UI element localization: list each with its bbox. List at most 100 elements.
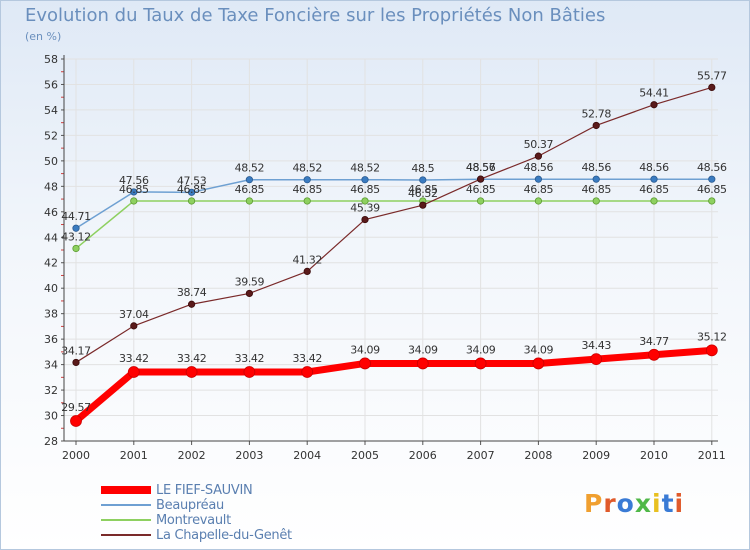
data-label: 39.59 [235, 275, 265, 288]
data-label: 48.52 [235, 162, 265, 175]
data-label: 34.09 [466, 343, 496, 356]
x-tick-label: 2006 [409, 449, 437, 462]
data-point [708, 175, 716, 183]
data-point [476, 175, 485, 183]
data-point [361, 176, 369, 184]
data-point [534, 175, 543, 183]
legend-item-le-fief-sauvin[interactable]: LE FIEF-SAUVIN [101, 483, 421, 498]
data-point [359, 357, 371, 370]
y-tick-label: 30 [44, 410, 58, 423]
data-point [416, 357, 429, 370]
logo-letter: P [584, 489, 604, 518]
logo-letter: x [634, 489, 652, 518]
data-point [590, 353, 603, 366]
data-point [188, 197, 196, 205]
logo-letter: r [603, 489, 617, 518]
y-unit-label: (en %) [25, 30, 62, 43]
data-point [245, 176, 253, 184]
data-label: 46.85 [292, 183, 322, 196]
data-label: 46.85 [581, 183, 611, 196]
series-line [75, 86, 713, 364]
data-label: 46.85 [408, 183, 438, 196]
data-label: 46.85 [119, 183, 149, 196]
data-label: 46.85 [350, 183, 380, 196]
data-label: 55.77 [697, 69, 727, 82]
chart-title: Evolution du Taux de Taxe Foncière sur l… [25, 5, 606, 26]
y-tick-label: 58 [44, 53, 58, 66]
y-tick-label: 50 [44, 155, 58, 168]
data-label: 46.85 [697, 183, 727, 196]
data-label: 34.77 [639, 335, 669, 348]
series-line [75, 200, 713, 250]
data-point [303, 267, 311, 275]
data-point [130, 322, 138, 330]
data-label: 44.71 [61, 210, 91, 223]
data-point [127, 366, 140, 378]
legend-swatch [101, 534, 151, 536]
x-tick-label: 2008 [524, 449, 552, 462]
data-point [592, 121, 600, 130]
data-label: 48.57 [466, 161, 496, 174]
data-label: 54.41 [639, 87, 669, 100]
data-point [301, 366, 314, 378]
data-point [708, 197, 716, 205]
data-label: 38.74 [177, 286, 207, 299]
data-point [243, 366, 256, 378]
data-label: 47.53 [177, 174, 207, 187]
legend-label: Beaupréau [156, 498, 224, 513]
data-point [534, 197, 543, 205]
data-label: 34.09 [524, 343, 554, 356]
data-point [592, 175, 600, 183]
logo-letter: i [652, 489, 662, 518]
data-point [705, 344, 718, 357]
data-point [419, 176, 427, 184]
legend: LE FIEF-SAUVIN Beaupréau Montrevault La … [101, 483, 421, 543]
data-point [303, 176, 311, 184]
legend-label: Montrevault [156, 513, 231, 528]
series-lines [70, 83, 718, 427]
data-point [245, 289, 253, 298]
y-tick-label: 28 [44, 435, 58, 448]
y-tick-label: 34 [44, 359, 58, 372]
data-labels: 29.57 33.42 33.42 33.42 33.42 34.09 34.09 34.09… [61, 69, 727, 414]
data-label: 48.56 [697, 161, 727, 174]
data-label: 33.42 [177, 352, 207, 365]
data-label: 33.42 [119, 352, 149, 365]
x-tick-label: 2009 [582, 449, 610, 462]
data-label: 29.57 [61, 401, 91, 414]
legend-item-montrevault[interactable]: Montrevault [101, 513, 421, 528]
data-label: 35.12 [697, 330, 727, 343]
x-tick-label: 2005 [351, 449, 379, 462]
data-point [650, 197, 658, 205]
y-tick-label: 54 [44, 104, 58, 117]
legend-item-beaupreau[interactable]: Beaupréau [101, 498, 421, 513]
x-tick-label: 2004 [293, 449, 321, 462]
x-tick-label: 2001 [120, 449, 148, 462]
data-label: 34.17 [61, 344, 91, 357]
data-label: 48.56 [581, 161, 611, 174]
y-tick-label: 36 [44, 333, 58, 346]
data-label: 47.56 [119, 174, 149, 187]
logo-letter: t [661, 489, 675, 518]
data-point [130, 188, 138, 196]
axes [61, 55, 718, 445]
data-label: 50.37 [524, 138, 554, 151]
data-point [72, 358, 80, 367]
y-tick-label: 56 [44, 78, 58, 91]
data-label: 37.04 [119, 308, 149, 321]
data-label: 52.78 [581, 107, 611, 120]
legend-swatch [101, 486, 151, 494]
series-line [72, 346, 716, 425]
legend-item-la-chapelle-du-genet[interactable]: La Chapelle-du-Genêt [101, 528, 421, 543]
y-tick-label: 42 [44, 257, 58, 270]
data-label: 45.39 [350, 202, 380, 215]
data-label: 48.5 [411, 162, 434, 175]
logo-letter: i [674, 489, 685, 518]
data-point [72, 244, 80, 253]
data-label: 46.85 [524, 183, 554, 196]
data-label: 46.85 [235, 183, 265, 196]
data-point [188, 300, 196, 308]
x-tick-label: 2010 [640, 449, 668, 462]
data-label: 46.85 [639, 183, 669, 196]
